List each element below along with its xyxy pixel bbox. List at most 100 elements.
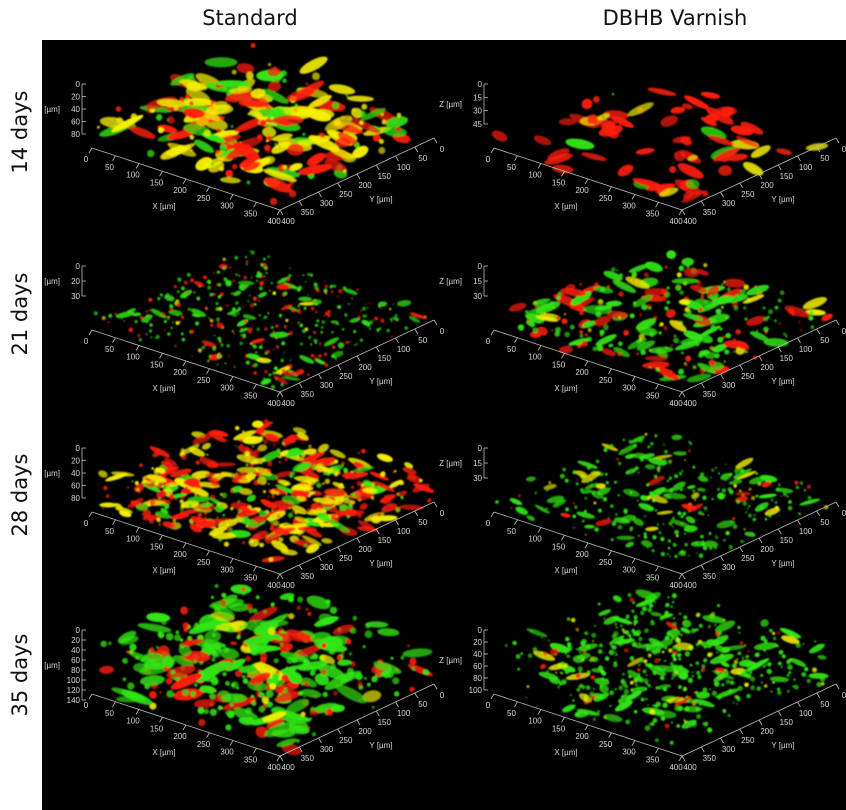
y-tick-label: 100	[799, 163, 813, 172]
y-tick-label: 200	[358, 363, 372, 372]
biofilm-blobs	[98, 419, 435, 563]
x-tick-label: 300	[220, 384, 234, 393]
x-tick-label: 400	[267, 581, 281, 590]
y-tick-label: 50	[820, 336, 829, 345]
x-tick-label: 200	[575, 368, 589, 377]
x-tick-label: 0	[486, 337, 491, 346]
x-tick-label: 250	[599, 376, 613, 385]
y-tick-label: 350	[703, 208, 717, 217]
y-tick-label: 300	[722, 563, 736, 572]
y-tick-label: 250	[339, 554, 353, 563]
y-tick-label: 200	[358, 727, 372, 736]
x-tick-label: 200	[173, 732, 187, 741]
y-tick-label: 300	[320, 199, 334, 208]
x-tick-label: 0	[486, 155, 491, 164]
x-tick-label: 0	[84, 519, 89, 528]
y-tick-label: 300	[722, 381, 736, 390]
x-tick-label: 50	[105, 527, 114, 536]
z-axis-label: Z [µm]	[439, 277, 462, 286]
x-tick-label: 200	[575, 186, 589, 195]
x-axis-label: X [µm]	[152, 384, 175, 393]
x-tick-label: 350	[244, 573, 258, 582]
biofilm-blobs	[99, 584, 433, 756]
y-tick-label: 50	[418, 700, 427, 709]
y-axis-label: Y [µm]	[369, 377, 392, 386]
y-axis-label: Y [µm]	[771, 741, 794, 750]
z-tick-label: 20	[71, 93, 80, 102]
x-tick-label: 150	[150, 360, 164, 369]
y-tick-label: 200	[760, 545, 774, 554]
y-tick-label: 150	[378, 718, 392, 727]
y-tick-label: 150	[378, 536, 392, 545]
x-tick-label: 100	[126, 717, 140, 726]
biofilm-blobs	[96, 43, 411, 206]
x-tick-label: 400	[267, 399, 281, 408]
x-tick-label: 350	[244, 391, 258, 400]
y-tick-label: 250	[741, 190, 755, 199]
z-tick-label: 80	[71, 130, 80, 139]
x-tick-label: 350	[244, 209, 258, 218]
y-tick-label: 150	[378, 172, 392, 181]
x-tick-label: 50	[507, 163, 516, 172]
x-tick-label: 50	[105, 709, 114, 718]
z-tick-label: 20	[71, 457, 80, 466]
z-tick-label: 80	[71, 494, 80, 503]
x-tick-label: 350	[646, 755, 660, 764]
x-axis-label: X [µm]	[152, 202, 175, 211]
row-label-35-days: 35 days	[8, 633, 32, 717]
x-tick-label: 100	[126, 535, 140, 544]
x-tick-label: 300	[220, 566, 234, 575]
y-tick-label: 350	[301, 390, 315, 399]
y-tick-label: 0	[842, 145, 846, 154]
z-axis-label: Z [µm]	[42, 661, 60, 670]
y-tick-label: 300	[320, 381, 334, 390]
x-tick-label: 200	[173, 550, 187, 559]
z-tick-label: 0	[76, 444, 81, 453]
z-tick-label: 45	[473, 120, 482, 129]
x-tick-label: 50	[507, 345, 516, 354]
x-tick-label: 400	[669, 581, 683, 590]
y-tick-label: 200	[358, 545, 372, 554]
x-tick-label: 200	[173, 368, 187, 377]
y-axis-label: Y [µm]	[369, 741, 392, 750]
y-tick-label: 100	[799, 709, 813, 718]
biofilm-blobs	[491, 87, 829, 203]
z-tick-label: 60	[71, 118, 80, 127]
z-tick-label: 0	[76, 262, 81, 271]
x-tick-label: 150	[552, 724, 566, 733]
z-tick-label: 0	[478, 262, 483, 271]
x-tick-label: 250	[197, 740, 211, 749]
z-axis-label: Z [µm]	[439, 656, 462, 665]
y-tick-label: 50	[418, 336, 427, 345]
x-axis-label: X [µm]	[554, 384, 577, 393]
y-tick-label: 300	[320, 745, 334, 754]
x-tick-label: 100	[528, 353, 542, 362]
x-tick-label: 200	[575, 550, 589, 559]
y-tick-label: 0	[842, 691, 846, 700]
y-axis-label: Y [µm]	[369, 559, 392, 568]
x-tick-label: 300	[622, 748, 636, 757]
y-tick-label: 200	[760, 181, 774, 190]
z-tick-label: 15	[473, 459, 482, 468]
row-label-21-days: 21 days	[8, 272, 32, 356]
y-tick-label: 400	[683, 217, 697, 226]
x-tick-label: 100	[528, 535, 542, 544]
y-tick-label: 100	[799, 345, 813, 354]
z-axis-label: Z [µm]	[42, 469, 60, 478]
z-tick-label: 30	[473, 292, 482, 301]
y-axis-label: Y [µm]	[771, 195, 794, 204]
z-tick-label: 60	[71, 482, 80, 491]
x-tick-label: 100	[126, 353, 140, 362]
x-axis-label: X [µm]	[554, 748, 577, 757]
z-tick-label: 0	[76, 80, 81, 89]
y-tick-label: 300	[320, 563, 334, 572]
y-axis-label: Y [µm]	[369, 195, 392, 204]
